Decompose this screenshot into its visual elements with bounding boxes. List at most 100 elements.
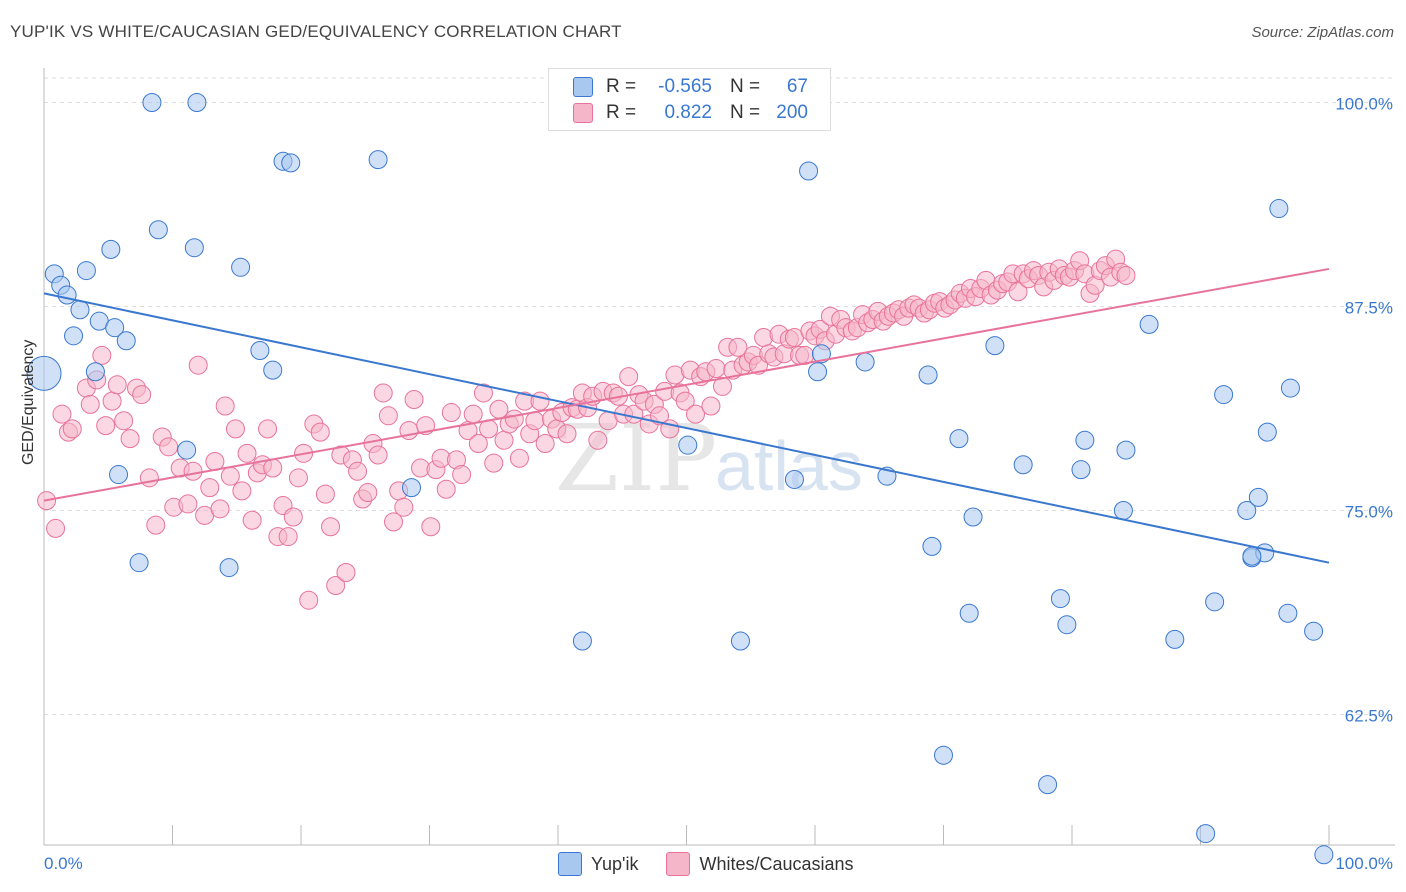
whites-point — [183, 461, 203, 481]
yupik-point — [26, 355, 62, 391]
yupik-point — [281, 153, 301, 173]
yupik-point — [934, 745, 953, 765]
yupik-point — [250, 341, 270, 361]
yupik-point — [76, 261, 96, 281]
trend-line-whites — [43, 267, 1330, 502]
whites-point — [378, 406, 398, 426]
chart-title: YUP'IK VS WHITE/CAUCASIAN GED/EQUIVALENC… — [10, 22, 622, 41]
whites-point — [706, 358, 726, 378]
yupik-point — [1075, 430, 1095, 450]
yupik-point — [1237, 500, 1257, 520]
whites-point — [452, 465, 472, 485]
yupik-point — [1050, 589, 1070, 609]
whites-point — [468, 434, 488, 454]
legend-r-label: R = — [606, 102, 637, 123]
yupik-point — [1057, 615, 1077, 635]
whites-point — [326, 576, 346, 596]
x-tick-label: 0.0% — [44, 854, 83, 873]
legend-item-yupik[interactable]: Yup'ik — [558, 852, 638, 876]
yupik-point — [918, 365, 938, 385]
whites-point — [220, 466, 240, 486]
whites-point — [358, 483, 378, 503]
yupik-point — [1242, 546, 1262, 566]
whites-point — [258, 419, 278, 439]
legend-n-value: 200 — [776, 102, 808, 123]
yupik-point — [70, 300, 90, 320]
whites-point — [288, 468, 308, 488]
yupik-point — [231, 257, 251, 277]
whites-point — [96, 416, 116, 436]
yupik-point — [1257, 422, 1277, 442]
yupik-point — [109, 465, 129, 485]
legend-r-value: -0.565 — [658, 76, 712, 97]
legend-row-whites: R = 0.822 N = 200 — [573, 102, 808, 124]
source-label: Source: ZipAtlas.com — [1251, 24, 1394, 41]
whites-point — [232, 481, 252, 501]
yupik-point — [811, 344, 831, 364]
legend-row-yupik: R = -0.565 N = 67 — [573, 76, 808, 98]
whites-point — [619, 367, 639, 387]
whites-point — [178, 494, 198, 514]
yupik-point — [730, 631, 750, 651]
yupik-point — [85, 362, 105, 382]
whites-point — [200, 478, 220, 498]
yupik-point — [1278, 603, 1298, 623]
whites-point — [728, 337, 748, 357]
yupik-point — [57, 285, 77, 305]
whites-point — [188, 355, 208, 375]
whites-point — [754, 327, 774, 347]
whites-point — [102, 391, 122, 411]
y-tick-label: 87.5% — [1345, 298, 1393, 317]
whites-point — [114, 411, 134, 431]
legend-r-label: R = — [606, 76, 637, 97]
whites-point — [384, 512, 404, 532]
legend-label-yupik: Yup'ik — [591, 853, 639, 874]
yupik-point — [784, 469, 804, 489]
whites-point — [52, 404, 72, 424]
x-tick-label: 100.0% — [1335, 854, 1393, 873]
yupik-point — [922, 536, 942, 556]
whites-point — [336, 562, 356, 582]
series-whites-caucasians — [37, 249, 1136, 610]
whites-point — [701, 396, 721, 416]
yupik-point — [219, 558, 239, 578]
correlation-legend: R = -0.565 N = 67 R = 0.822 N = 200 — [548, 68, 831, 131]
yupik-point — [799, 161, 819, 181]
whites-point — [46, 518, 66, 538]
whites-point — [283, 507, 303, 527]
yupik-point — [1116, 440, 1136, 460]
whites-point — [210, 499, 230, 519]
yupik-point — [263, 360, 283, 380]
y-axis-title: GED/Equivalency — [20, 339, 37, 465]
whites-point — [504, 409, 524, 429]
yupik-point — [1248, 487, 1268, 507]
whites-point — [242, 510, 262, 530]
yupik-point — [1139, 314, 1159, 334]
whites-point — [237, 443, 257, 463]
whites-point — [1116, 265, 1136, 285]
yupik-point — [1280, 378, 1300, 398]
whites-point — [107, 375, 127, 395]
yupik-point — [64, 326, 84, 346]
whites-point — [62, 419, 82, 439]
legend-n-label: N = — [730, 102, 761, 123]
whites-point — [80, 394, 100, 414]
whites-point — [394, 497, 414, 517]
whites-point — [120, 429, 140, 449]
whites-point — [321, 517, 341, 537]
yupik-point — [116, 331, 136, 351]
legend-swatch-whites — [666, 852, 691, 876]
yupik-point — [963, 507, 983, 527]
legend-swatch-yupik — [573, 77, 593, 97]
whites-point — [509, 448, 529, 468]
yupik-point — [959, 603, 979, 623]
y-tick-label: 62.5% — [1345, 706, 1393, 725]
yupik-point — [1196, 824, 1216, 844]
whites-point — [484, 453, 504, 473]
legend-item-whites[interactable]: Whites/Caucasians — [666, 852, 854, 876]
yupik-point — [1113, 500, 1133, 520]
whites-point — [139, 468, 159, 488]
yupik-point — [1013, 455, 1033, 475]
series-yupik — [26, 92, 1334, 865]
